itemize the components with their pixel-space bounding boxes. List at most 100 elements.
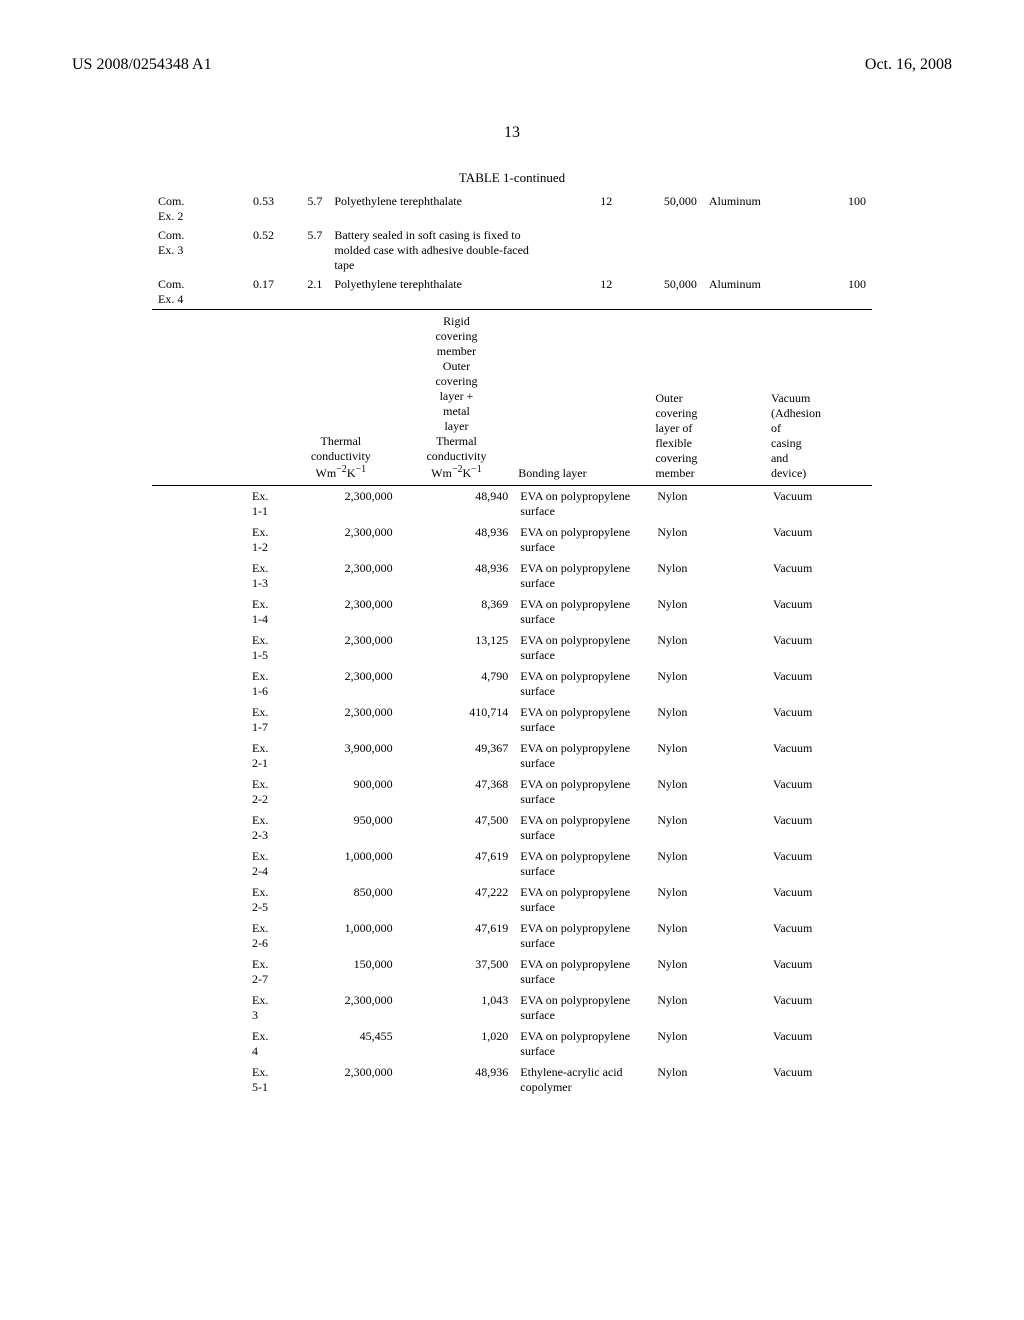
table-cell: 47,500 (399, 810, 515, 846)
table-cell: 12 (558, 192, 618, 226)
table-cell: Nylon (651, 486, 767, 522)
table-row: Ex.445,4551,020EVA on polypropylene surf… (152, 1026, 872, 1062)
table-header-row: ThermalconductivityWm−2K−1 Rigidcovering… (152, 310, 872, 485)
table-cell (558, 226, 618, 275)
table-row: Ex.2-7150,00037,500EVA on polypropylene … (152, 954, 872, 990)
table-cell: EVA on polypropylene surface (514, 1026, 651, 1062)
row-id: Ex.2-1 (152, 738, 283, 774)
row-id: Ex.2-6 (152, 918, 283, 954)
col-thermal-conductivity-2: RigidcoveringmemberOutercoveringlayer +m… (399, 310, 515, 485)
table-cell: Vacuum (767, 990, 872, 1026)
table-cell: 850,000 (283, 882, 399, 918)
row-id: Ex.3 (152, 990, 283, 1026)
table-cell: 100 (812, 192, 872, 226)
table-cell: Nylon (651, 558, 767, 594)
table-row: Ex.1-52,300,00013,125EVA on polypropylen… (152, 630, 872, 666)
table-cell: EVA on polypropylene surface (514, 990, 651, 1026)
table-cell: 48,940 (399, 486, 515, 522)
table-cell: 50,000 (618, 275, 703, 309)
row-id: Com.Ex. 3 (152, 226, 212, 275)
table-row: Com.Ex. 30.525.7Battery sealed in soft c… (152, 226, 872, 275)
table-cell: 2,300,000 (283, 630, 399, 666)
table-cell: Aluminum (703, 192, 812, 226)
table-cell: Vacuum (767, 486, 872, 522)
table-cell (618, 226, 703, 275)
row-id: Com.Ex. 2 (152, 192, 212, 226)
table-cell: Nylon (651, 918, 767, 954)
table-cell: Vacuum (767, 846, 872, 882)
table-cell: Vacuum (767, 1062, 872, 1098)
table-cell: EVA on polypropylene surface (514, 486, 651, 522)
table-cell: Vacuum (767, 1026, 872, 1062)
table-cell: 5.7 (280, 226, 328, 275)
table-cell: Vacuum (767, 558, 872, 594)
row-id: Ex.1-4 (152, 594, 283, 630)
row-id: Ex.1-6 (152, 666, 283, 702)
row-id: Ex.1-1 (152, 486, 283, 522)
table-cell: 48,936 (399, 558, 515, 594)
table-row: Ex.2-5850,00047,222EVA on polypropylene … (152, 882, 872, 918)
table-cell: 5.7 (280, 192, 328, 226)
table-cell: EVA on polypropylene surface (514, 882, 651, 918)
table-cell: EVA on polypropylene surface (514, 630, 651, 666)
table-cell: Vacuum (767, 954, 872, 990)
table-row: Ex.2-61,000,00047,619EVA on polypropylen… (152, 918, 872, 954)
table-cell: Nylon (651, 810, 767, 846)
table-cell: 0.53 (212, 192, 280, 226)
table-cell: Nylon (651, 630, 767, 666)
table-cell: Vacuum (767, 666, 872, 702)
table-cell: 48,936 (399, 522, 515, 558)
table-cell: Nylon (651, 1026, 767, 1062)
row-id: Ex.1-7 (152, 702, 283, 738)
table-row: Ex.2-2900,00047,368EVA on polypropylene … (152, 774, 872, 810)
row-id: Ex.2-2 (152, 774, 283, 810)
table-cell: 900,000 (283, 774, 399, 810)
table-section-1: Com.Ex. 20.535.7Polyethylene terephthala… (152, 192, 872, 309)
table-row: Ex.1-72,300,000410,714EVA on polypropyle… (152, 702, 872, 738)
table-cell: Nylon (651, 1062, 767, 1098)
table-row: Ex.1-12,300,00048,940EVA on polypropylen… (152, 486, 872, 522)
table-cell: 0.17 (212, 275, 280, 309)
table-row: Ex.2-13,900,00049,367EVA on polypropylen… (152, 738, 872, 774)
table-cell: 3,900,000 (283, 738, 399, 774)
page-header: US 2008/0254348 A1 Oct. 16, 2008 (72, 56, 952, 74)
table-cell: 2,300,000 (283, 558, 399, 594)
table-cell: Polyethylene terephthalate (328, 192, 558, 226)
col-bonding-layer: Bonding layer (514, 310, 651, 485)
table-cell: Nylon (651, 522, 767, 558)
table-cell: 410,714 (399, 702, 515, 738)
table-row: Ex.1-62,300,0004,790EVA on polypropylene… (152, 666, 872, 702)
table-cell: 2.1 (280, 275, 328, 309)
table-cell: EVA on polypropylene surface (514, 918, 651, 954)
table-row: Ex.32,300,0001,043EVA on polypropylene s… (152, 990, 872, 1026)
table-cell: Nylon (651, 594, 767, 630)
row-id: Ex.5-1 (152, 1062, 283, 1098)
table-cell: 47,368 (399, 774, 515, 810)
row-id: Ex.4 (152, 1026, 283, 1062)
table-cell: EVA on polypropylene surface (514, 594, 651, 630)
table-cell: Vacuum (767, 918, 872, 954)
table-cell: 0.52 (212, 226, 280, 275)
table-cell: Vacuum (767, 774, 872, 810)
table-cell: EVA on polypropylene surface (514, 810, 651, 846)
table-cell: 4,790 (399, 666, 515, 702)
table-cell: Nylon (651, 666, 767, 702)
col-vacuum: Vacuum(Adhesionofcasinganddevice) (767, 310, 872, 485)
table-cell: Nylon (651, 846, 767, 882)
table-cell: 2,300,000 (283, 1062, 399, 1098)
row-id: Ex.1-5 (152, 630, 283, 666)
header-label: RigidcoveringmemberOutercoveringlayer +m… (426, 314, 486, 480)
table-cell: 13,125 (399, 630, 515, 666)
table-cell: 45,455 (283, 1026, 399, 1062)
table-row: Ex.5-12,300,00048,936Ethylene-acrylic ac… (152, 1062, 872, 1098)
table-cell: 49,367 (399, 738, 515, 774)
header-label: Vacuum(Adhesionofcasinganddevice) (771, 391, 821, 480)
table-cell: 950,000 (283, 810, 399, 846)
row-id: Ex.1-2 (152, 522, 283, 558)
table-title: TABLE 1-continued (152, 170, 872, 186)
table-cell: 2,300,000 (283, 666, 399, 702)
table-cell: Vacuum (767, 738, 872, 774)
row-id: Ex.2-5 (152, 882, 283, 918)
table-cell: 47,222 (399, 882, 515, 918)
table-cell: Nylon (651, 774, 767, 810)
